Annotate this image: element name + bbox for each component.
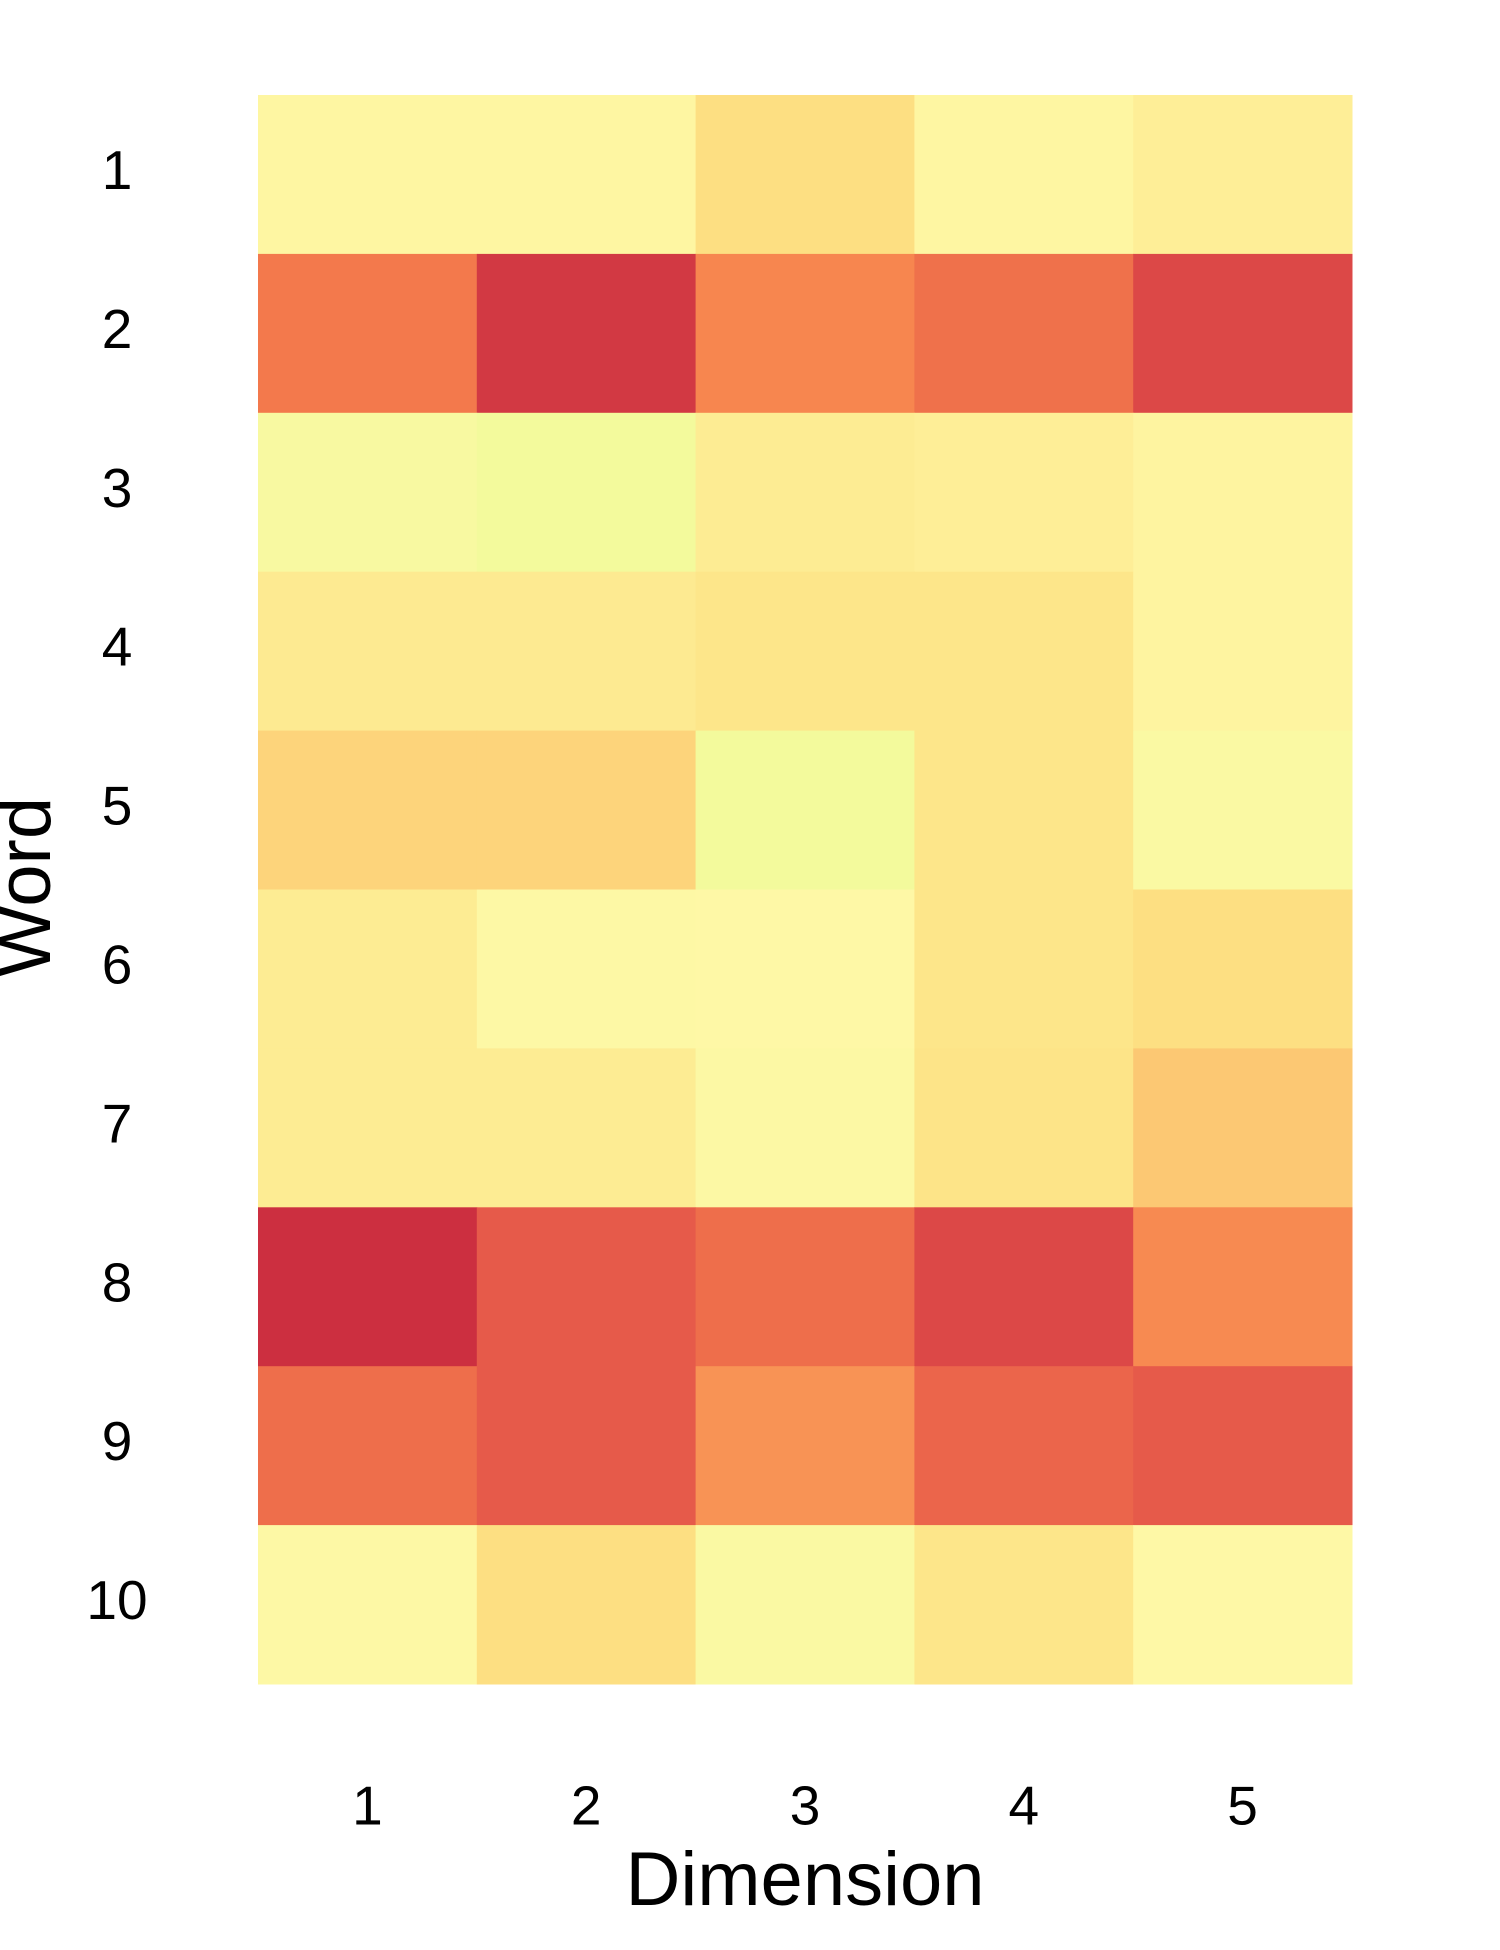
heatmap-cell: [914, 730, 1134, 890]
heatmap-cell: [476, 412, 697, 573]
y-tick-label: 7: [102, 1092, 133, 1154]
x-tick-label: 4: [1009, 1775, 1040, 1837]
y-tick-label: 10: [86, 1569, 147, 1631]
y-tick-label: 9: [102, 1410, 133, 1472]
heatmap-cell: [1133, 1366, 1353, 1526]
y-tick-label: 5: [102, 775, 133, 837]
heatmap-cell: [258, 412, 478, 573]
heatmap-cell: [914, 253, 1134, 414]
heatmap-cell: [914, 1366, 1134, 1526]
y-axis-title: Word: [0, 797, 67, 977]
heatmap-cell: [914, 95, 1134, 255]
x-tick-label: 5: [1227, 1775, 1258, 1837]
x-tick-label: 2: [571, 1775, 602, 1837]
heatmap-cell: [695, 412, 915, 573]
heatmap-cell: [258, 1366, 478, 1526]
heatmap-cell: [258, 1048, 478, 1208]
heatmap-cell: [695, 95, 915, 255]
heatmap-cell: [1133, 412, 1353, 573]
heatmap-cell: [1133, 1525, 1353, 1685]
heatmap-cell: [1133, 95, 1353, 255]
heatmap-cell: [914, 1048, 1134, 1208]
heatmap-cell: [695, 571, 915, 732]
heatmap-cell: [476, 889, 697, 1049]
heatmap-cell: [695, 730, 915, 890]
heatmap-cell: [695, 1207, 915, 1367]
heatmap-cell: [258, 1525, 478, 1685]
y-tick-label: 4: [102, 616, 133, 678]
heatmap-cell: [476, 1366, 697, 1526]
heatmap-cell: [1133, 253, 1353, 414]
heatmap-cell: [1133, 730, 1353, 890]
heatmap-cell: [476, 1525, 697, 1685]
heatmap-cell: [258, 730, 478, 890]
y-tick-label: 6: [102, 933, 133, 995]
heatmap-cell: [695, 889, 915, 1049]
heatmap-cell: [695, 253, 915, 414]
heatmap-cell: [258, 1207, 478, 1367]
heatmap-cell: [914, 1207, 1134, 1367]
heatmap-cell: [476, 95, 697, 255]
heatmap-cell: [476, 730, 697, 890]
y-tick-label: 8: [102, 1251, 133, 1313]
heatmap-cell: [1133, 889, 1353, 1049]
heatmap-cell: [914, 889, 1134, 1049]
y-tick-label: 3: [102, 457, 133, 519]
heatmap-cell: [258, 889, 478, 1049]
heatmap-cell: [476, 571, 697, 732]
heatmap-cell: [695, 1048, 915, 1208]
heatmap-cell: [476, 253, 697, 414]
heatmap-cell: [914, 412, 1134, 573]
heatmap-cell: [1133, 571, 1353, 732]
heatmap-cell: [1133, 1048, 1353, 1208]
y-tick-label: 2: [102, 298, 133, 360]
y-tick-label: 1: [102, 139, 133, 201]
x-tick-label: 3: [790, 1775, 821, 1837]
heatmap-cell: [476, 1207, 697, 1367]
heatmap-cell: [914, 571, 1134, 732]
x-tick-label: 1: [352, 1775, 383, 1837]
heatmap-cell: [258, 253, 478, 414]
heatmap-cell: [1133, 1207, 1353, 1367]
heatmap-cell: [476, 1048, 697, 1208]
heatmap-cell: [695, 1525, 915, 1685]
heatmap-cell: [695, 1366, 915, 1526]
x-axis-title: Dimension: [625, 1837, 984, 1922]
heatmap-cell: [914, 1525, 1134, 1685]
heatmap-cell: [258, 95, 478, 255]
heatmap-cell: [258, 571, 478, 732]
